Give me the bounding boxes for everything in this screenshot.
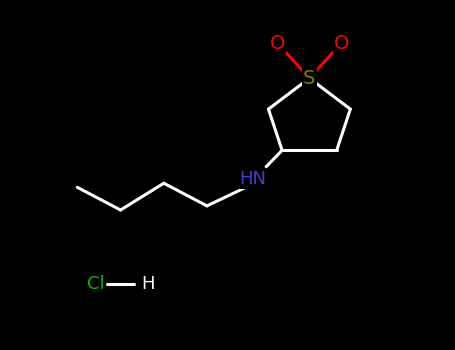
Text: H: H: [141, 275, 155, 293]
Text: HN: HN: [239, 170, 266, 188]
Text: O: O: [270, 34, 285, 53]
Text: S: S: [303, 69, 316, 88]
Text: Cl: Cl: [87, 275, 105, 293]
Text: O: O: [334, 34, 349, 53]
